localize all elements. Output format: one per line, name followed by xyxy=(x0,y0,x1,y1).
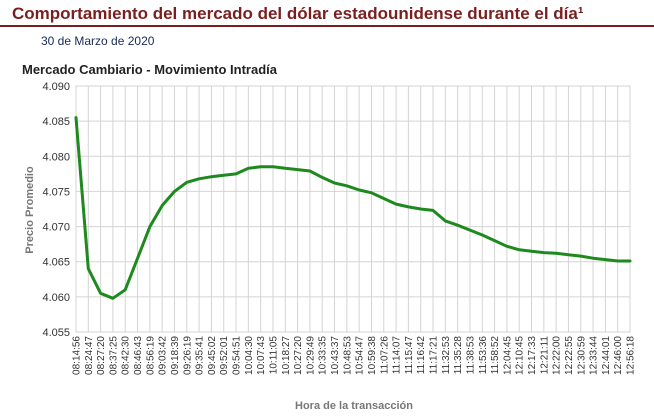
x-tick-label: 08:56:19 xyxy=(145,336,156,375)
chart-grid xyxy=(75,85,631,333)
x-tick-label: 09:45:02 xyxy=(207,336,218,375)
x-tick-label: 10:18:27 xyxy=(281,336,292,375)
x-tick-label: 10:54:47 xyxy=(355,336,366,375)
x-axis-ticks: 08:14:56 08:24:47 08:27:20 08:37:25 08:42:30… xyxy=(72,336,637,375)
x-tick-label: 09:26:19 xyxy=(182,336,193,375)
x-tick-label: 10:27:20 xyxy=(293,336,304,375)
x-tick-label: 10:29:49 xyxy=(305,336,316,375)
y-tick-label: 4.055 xyxy=(42,327,70,339)
x-tick-label: 10:48:53 xyxy=(342,336,353,375)
x-tick-label: 12:04:45 xyxy=(502,336,513,375)
x-tick-label: 10:33:35 xyxy=(318,336,329,375)
x-tick-label: 11:53:36 xyxy=(478,336,489,375)
x-tick-label: 09:03:42 xyxy=(158,336,169,375)
y-tick-label: 4.090 xyxy=(42,81,70,93)
x-tick-label: 10:04:30 xyxy=(244,336,255,375)
y-tick-label: 4.085 xyxy=(42,116,70,128)
x-tick-label: 08:42:30 xyxy=(121,336,132,375)
x-tick-label: 09:52:01 xyxy=(219,336,230,375)
x-tick-label: 09:35:41 xyxy=(195,336,206,375)
x-axis-label: Hora de la transacción xyxy=(295,400,413,412)
x-tick-label: 08:27:20 xyxy=(96,336,107,375)
page-title: Comportamiento del mercado del dólar est… xyxy=(12,4,584,23)
x-tick-label: 09:54:51 xyxy=(232,336,243,375)
plot-area xyxy=(75,85,631,333)
x-tick-label: 11:38:53 xyxy=(465,336,476,375)
y-axis-label: Precio Promedio xyxy=(24,166,36,254)
title-divider xyxy=(0,25,654,27)
x-tick-label: 12:30:59 xyxy=(576,336,587,375)
x-tick-label: 10:11:05 xyxy=(268,336,279,375)
x-tick-label: 11:58:52 xyxy=(490,336,501,375)
x-tick-label: 08:37:25 xyxy=(108,336,119,375)
y-axis-ticks: 4.090 4.085 4.080 4.075 4.070 4.065 4.060 4.055 xyxy=(42,81,70,339)
x-tick-label: 11:35:28 xyxy=(453,336,464,375)
x-tick-label: 12:44:01 xyxy=(601,336,612,375)
y-tick-label: 4.060 xyxy=(42,292,70,304)
price-line xyxy=(74,116,632,300)
x-tick-label: 11:16:42 xyxy=(416,336,427,375)
x-tick-label: 09:18:39 xyxy=(170,336,181,375)
x-tick-label: 12:46:00 xyxy=(613,336,624,375)
x-tick-label: 12:22:00 xyxy=(552,336,563,375)
y-tick-label: 4.075 xyxy=(42,186,70,198)
x-tick-label: 08:46:43 xyxy=(133,336,144,375)
x-tick-label: 11:17:21 xyxy=(429,336,440,375)
x-tick-label: 12:22:55 xyxy=(564,336,575,375)
x-tick-label: 10:07:43 xyxy=(256,336,267,375)
price-series xyxy=(74,116,632,300)
y-tick-label: 4.065 xyxy=(42,257,70,269)
x-tick-label: 12:21:11 xyxy=(539,336,550,375)
x-tick-label: 08:14:56 xyxy=(72,336,83,375)
x-tick-label: 12:17:33 xyxy=(527,336,538,375)
x-tick-label: 12:10:45 xyxy=(515,336,526,375)
x-tick-label: 11:32:53 xyxy=(441,336,452,375)
x-tick-label: 08:24:47 xyxy=(84,336,95,375)
report-date: 30 de Marzo de 2020 xyxy=(41,34,155,48)
x-tick-label: 10:43:37 xyxy=(330,336,341,375)
x-tick-label: 12:33:44 xyxy=(589,336,600,375)
x-tick-label: 10:59:38 xyxy=(367,336,378,375)
x-tick-label: 11:07:26 xyxy=(379,336,390,375)
x-tick-label: 11:15:47 xyxy=(404,336,415,375)
y-tick-label: 4.080 xyxy=(42,151,70,163)
chart-title: Mercado Cambiario - Movimiento Intradía xyxy=(22,62,277,77)
y-tick-label: 4.070 xyxy=(42,222,70,234)
x-tick-label: 11:14:07 xyxy=(392,336,403,375)
x-tick-label: 12:56:18 xyxy=(626,336,637,375)
